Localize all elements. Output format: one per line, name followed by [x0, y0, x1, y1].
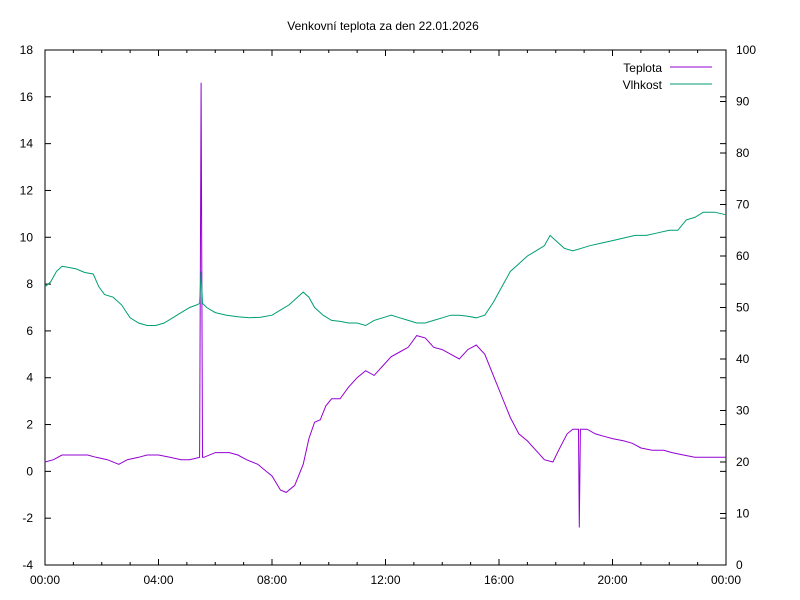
right-tick-label: 100: [736, 43, 756, 57]
right-tick-label: 40: [736, 352, 750, 366]
legend-label-vlhkost: Vlhkost: [623, 78, 663, 92]
left-tick-label: 14: [20, 137, 34, 151]
left-tick-label: 10: [20, 230, 34, 244]
x-tick-label: 00:00: [711, 573, 741, 587]
right-tick-label: 10: [736, 507, 750, 521]
left-tick-label: 4: [26, 371, 33, 385]
chart-title: Venkovní teplota za den 22.01.2026: [287, 19, 479, 33]
right-axis-ticks: 0 10 20 30 40 50 60 70 80 90 100: [720, 43, 756, 572]
x-tick-label: 04:00: [143, 573, 173, 587]
x-tick-label: 20:00: [597, 573, 627, 587]
series-line-vlhkost: [44, 211, 727, 327]
left-axis-ticks: -4 -2 0 2 4 6 8 10 12 14 16 18: [20, 43, 726, 572]
legend: Teplota Vlhkost: [623, 61, 712, 92]
x-axis-ticks: 00:00 04:00 08:00 12:00 16:00 20:00 00:00: [30, 50, 741, 587]
right-tick-label: 20: [736, 455, 750, 469]
right-tick-label: 80: [736, 146, 750, 160]
right-tick-label: 0: [736, 558, 743, 572]
x-tick-label: 16:00: [484, 573, 514, 587]
right-tick-label: 70: [736, 198, 750, 212]
left-tick-label: 16: [20, 90, 34, 104]
x-tick-label: 12:00: [370, 573, 400, 587]
legend-label-teplota: Teplota: [623, 61, 662, 75]
left-tick-label: 6: [26, 324, 33, 338]
left-tick-label: 2: [26, 418, 33, 432]
right-tick-label: 50: [736, 301, 750, 315]
series-line-teplota: [44, 82, 726, 528]
left-tick-label: -2: [22, 511, 33, 525]
right-tick-label: 60: [736, 249, 750, 263]
right-tick-label: 90: [736, 95, 750, 109]
left-tick-label: 8: [26, 277, 33, 291]
series-layer: [44, 82, 727, 528]
x-tick-label: 00:00: [30, 573, 60, 587]
right-tick-label: 30: [736, 404, 750, 418]
left-tick-label: 12: [20, 183, 34, 197]
left-tick-label: -4: [22, 558, 33, 572]
x-tick-label: 08:00: [257, 573, 287, 587]
left-tick-label: 0: [26, 464, 33, 478]
left-tick-label: 18: [20, 43, 34, 57]
